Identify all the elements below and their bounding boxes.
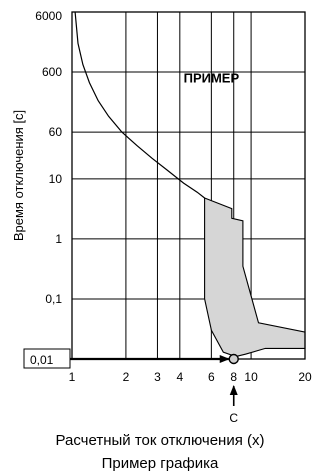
trip-curve-line bbox=[74, 11, 205, 199]
x-tick-labels: 1 2 3 4 6 8 10 20 bbox=[69, 370, 312, 384]
y-tick-label-boxed: 0,01 bbox=[30, 353, 54, 367]
x-tick-label: 10 bbox=[244, 370, 258, 384]
chart-annotation: ПРИМЕР bbox=[184, 71, 240, 86]
x-tick-label: 3 bbox=[154, 370, 161, 384]
marker-label: C bbox=[229, 411, 238, 425]
y-tick-label: 6000 bbox=[35, 9, 62, 23]
x-tick-label: 4 bbox=[176, 370, 183, 384]
curve-layer bbox=[74, 11, 205, 199]
y-tick-label: 600 bbox=[42, 65, 62, 79]
x-tick-label: 2 bbox=[123, 370, 130, 384]
x-tick-label: 20 bbox=[298, 370, 312, 384]
y-tick-label: 60 bbox=[49, 125, 63, 139]
marker-point bbox=[228, 353, 239, 365]
x-tick-label: 8 bbox=[230, 370, 237, 384]
marker-layer: 0,01 C bbox=[23, 348, 239, 425]
shaded-trip-zone bbox=[204, 197, 306, 358]
chart-title: Пример графика bbox=[102, 455, 219, 472]
grid-lines bbox=[72, 12, 305, 359]
plot-frame bbox=[71, 11, 306, 360]
y-tick-label: 0,1 bbox=[45, 292, 62, 306]
x-axis-label: Расчетный ток отключения (x) bbox=[56, 432, 265, 449]
y-axis-label: Время отключения [с] bbox=[11, 110, 26, 241]
y-tick-labels: 0,1 1 10 60 600 6000 bbox=[35, 9, 62, 306]
y-tick-label: 1 bbox=[55, 232, 62, 246]
y-tick-label: 10 bbox=[49, 172, 63, 186]
shaded-region-layer bbox=[204, 197, 306, 358]
x-tick-label: 6 bbox=[208, 370, 215, 384]
x-tick-label: 1 bbox=[69, 370, 76, 384]
